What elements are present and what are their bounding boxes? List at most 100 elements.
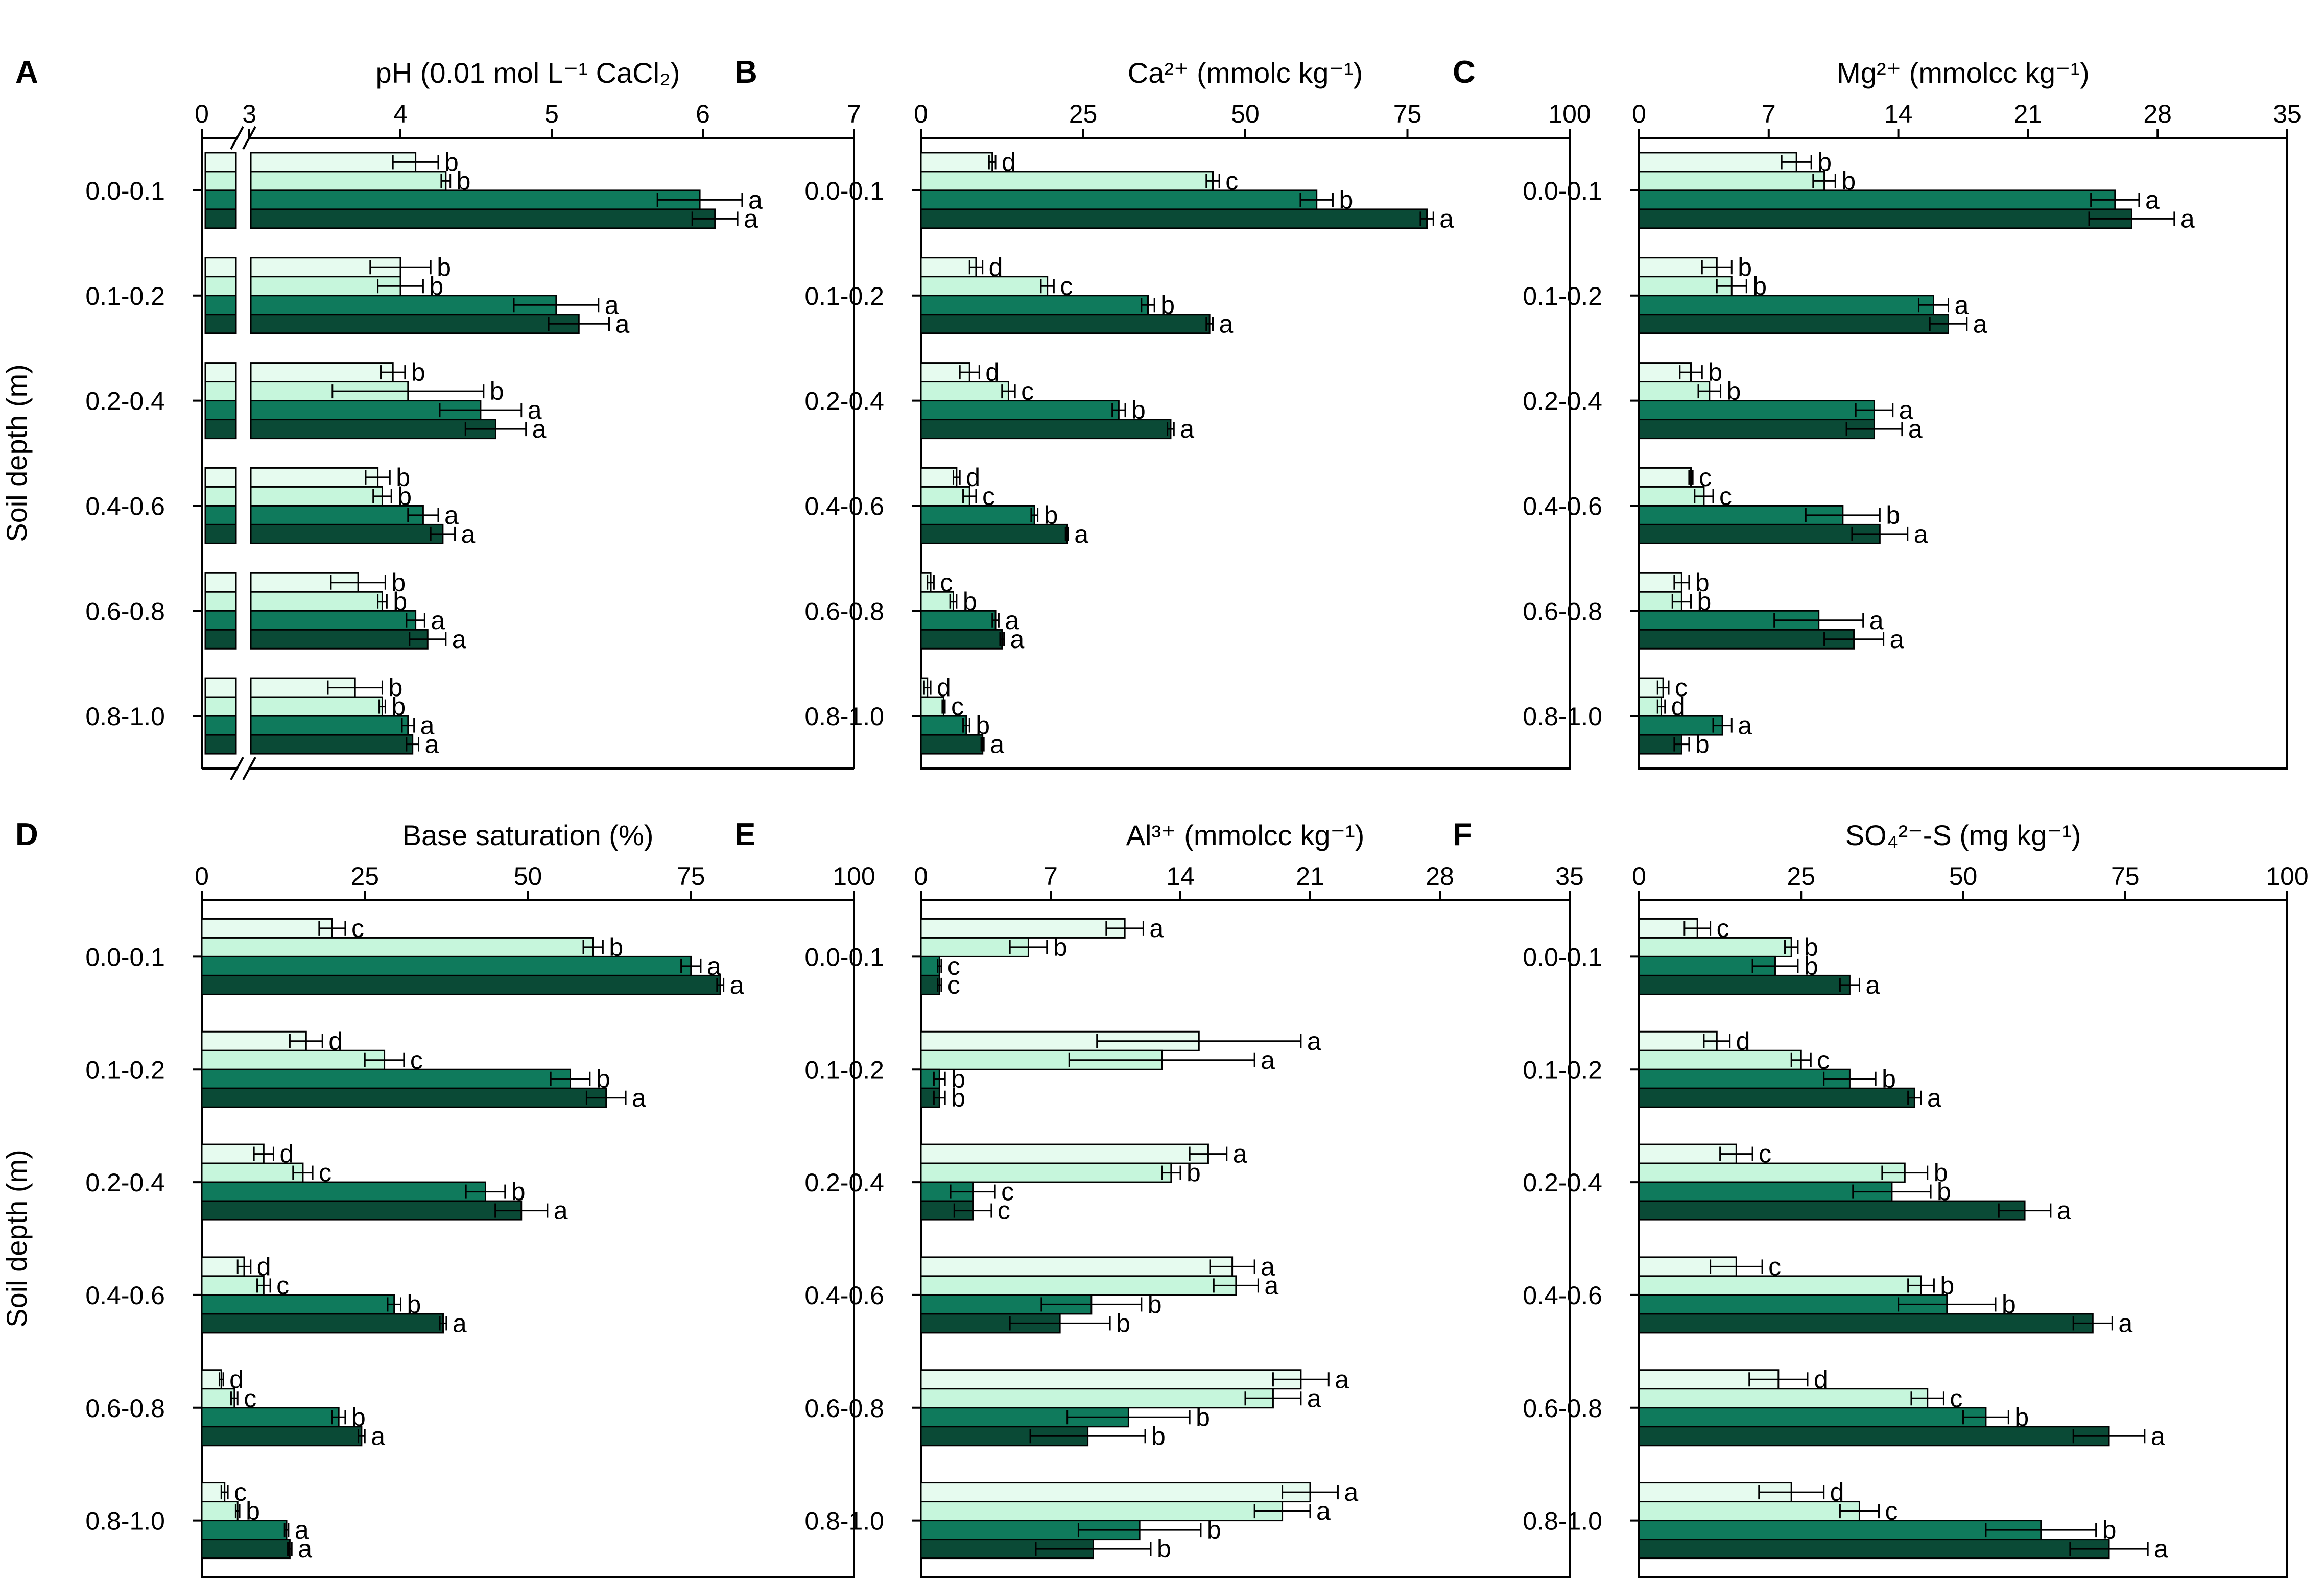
y-tick-label: 0.0-0.1 bbox=[1523, 943, 1602, 971]
significance-letter: a bbox=[532, 415, 547, 443]
significance-letter: a bbox=[1899, 396, 1913, 424]
x-tick-label: 0 bbox=[195, 100, 209, 128]
y-tick-label: 0.8-1.0 bbox=[804, 1507, 884, 1536]
bar bbox=[250, 208, 716, 229]
bar-stub bbox=[204, 419, 237, 440]
significance-letter: a bbox=[1219, 309, 1234, 338]
significance-letter: a bbox=[528, 396, 542, 424]
bar bbox=[250, 734, 414, 755]
y-tick-label: 0.1-0.2 bbox=[1523, 1056, 1602, 1084]
bar-stub bbox=[204, 362, 237, 383]
bar bbox=[1638, 314, 1949, 334]
significance-letter: c bbox=[1001, 1178, 1014, 1206]
bar bbox=[1638, 523, 1881, 544]
bar bbox=[250, 295, 557, 316]
x-tick-label: 0 bbox=[195, 862, 209, 891]
x-tick-label: 25 bbox=[350, 862, 379, 891]
significance-letter: b bbox=[391, 568, 406, 597]
x-tick-label: 0 bbox=[1632, 100, 1646, 128]
bar bbox=[201, 1275, 265, 1296]
y-tick-label: 0.6-0.8 bbox=[85, 597, 165, 626]
y-tick-label: 0.4-0.6 bbox=[1523, 1281, 1602, 1310]
bar bbox=[920, 523, 1068, 544]
significance-letter: a bbox=[444, 501, 459, 530]
bar-stub bbox=[204, 715, 237, 736]
bar bbox=[1638, 1162, 1906, 1183]
bar-stub bbox=[204, 400, 237, 421]
bar bbox=[1638, 1369, 1780, 1390]
x-tick-label: 6 bbox=[696, 100, 710, 128]
y-axis-label: Soil depth (m) bbox=[1, 1149, 33, 1328]
plot-frame bbox=[920, 899, 1571, 1578]
bar bbox=[920, 381, 1009, 402]
bar bbox=[201, 1520, 288, 1541]
bar-stub bbox=[204, 257, 237, 278]
bar bbox=[250, 505, 424, 525]
bar bbox=[920, 419, 1172, 440]
bar bbox=[1638, 419, 1875, 440]
bar bbox=[250, 486, 383, 507]
significance-letter: a bbox=[2154, 1534, 2168, 1563]
x-tick-label: 100 bbox=[2266, 862, 2308, 891]
plot-frame bbox=[201, 899, 855, 1578]
significance-letter: a bbox=[2145, 185, 2160, 214]
significance-letter: b bbox=[411, 358, 425, 387]
y-tick-label: 0.1-0.2 bbox=[85, 1056, 165, 1084]
significance-letter: a bbox=[1954, 291, 1969, 319]
bar bbox=[1638, 629, 1855, 650]
significance-letter: a bbox=[420, 711, 435, 740]
bar-stub bbox=[204, 505, 237, 525]
bar-stub bbox=[204, 276, 237, 297]
significance-letter: b bbox=[1187, 1159, 1201, 1187]
bar-stub bbox=[204, 572, 237, 593]
x-tick-label: 14 bbox=[1166, 862, 1195, 891]
bar bbox=[1638, 152, 1797, 173]
bar bbox=[1638, 1539, 2110, 1560]
bar bbox=[250, 257, 401, 278]
bar bbox=[920, 696, 944, 717]
x-tick-label: 28 bbox=[2143, 100, 2172, 128]
significance-letter: a bbox=[2151, 1422, 2165, 1450]
bar bbox=[920, 486, 970, 507]
x-tick-label: 0 bbox=[914, 862, 928, 891]
significance-letter: b bbox=[951, 1065, 965, 1093]
bar bbox=[1638, 189, 2116, 210]
bar bbox=[920, 467, 958, 488]
y-tick-label: 0.0-0.1 bbox=[1523, 177, 1602, 205]
significance-letter: a bbox=[371, 1422, 385, 1450]
panel-a: 0 3 4 5 6 7 pH (0.01 mol L⁻¹ CaCl₂) A Soil depth… bbox=[1, 55, 861, 780]
bar bbox=[1638, 1520, 2042, 1541]
significance-letter: b bbox=[490, 377, 504, 405]
significance-letter: a bbox=[1264, 1271, 1278, 1300]
significance-letter: b bbox=[1151, 1422, 1166, 1450]
bar bbox=[201, 1313, 444, 1334]
y-tick-label: 0.6-0.8 bbox=[804, 597, 884, 626]
bar bbox=[920, 400, 1120, 421]
bar bbox=[1638, 1068, 1851, 1089]
x-tick-label: 35 bbox=[2273, 100, 2302, 128]
x-tick-label: 75 bbox=[677, 862, 705, 891]
bar bbox=[201, 1181, 486, 1202]
bar bbox=[201, 955, 692, 976]
x-tick-label: 35 bbox=[1555, 862, 1584, 891]
bar bbox=[1638, 937, 1792, 957]
significance-letter: a bbox=[730, 971, 744, 999]
significance-letter: b bbox=[444, 148, 459, 176]
bar bbox=[1638, 1049, 1802, 1070]
bar bbox=[920, 257, 977, 278]
x-tick-label: 100 bbox=[833, 862, 875, 891]
significance-letter: a bbox=[1914, 520, 1928, 548]
significance-letter: b bbox=[396, 463, 410, 492]
significance-letter: a bbox=[748, 185, 763, 214]
y-tick-label: 0.8-1.0 bbox=[804, 702, 884, 731]
y-tick-label: 0.0-0.1 bbox=[85, 943, 165, 971]
y-tick-label: 0.2-0.4 bbox=[804, 1168, 884, 1197]
y-tick-label: 0.4-0.6 bbox=[85, 492, 165, 520]
bar bbox=[250, 523, 444, 544]
significance-letter: a bbox=[1738, 711, 1752, 740]
bar bbox=[201, 1539, 291, 1560]
bar-stub bbox=[204, 523, 237, 544]
bar bbox=[201, 1426, 363, 1447]
bar bbox=[201, 1388, 235, 1409]
